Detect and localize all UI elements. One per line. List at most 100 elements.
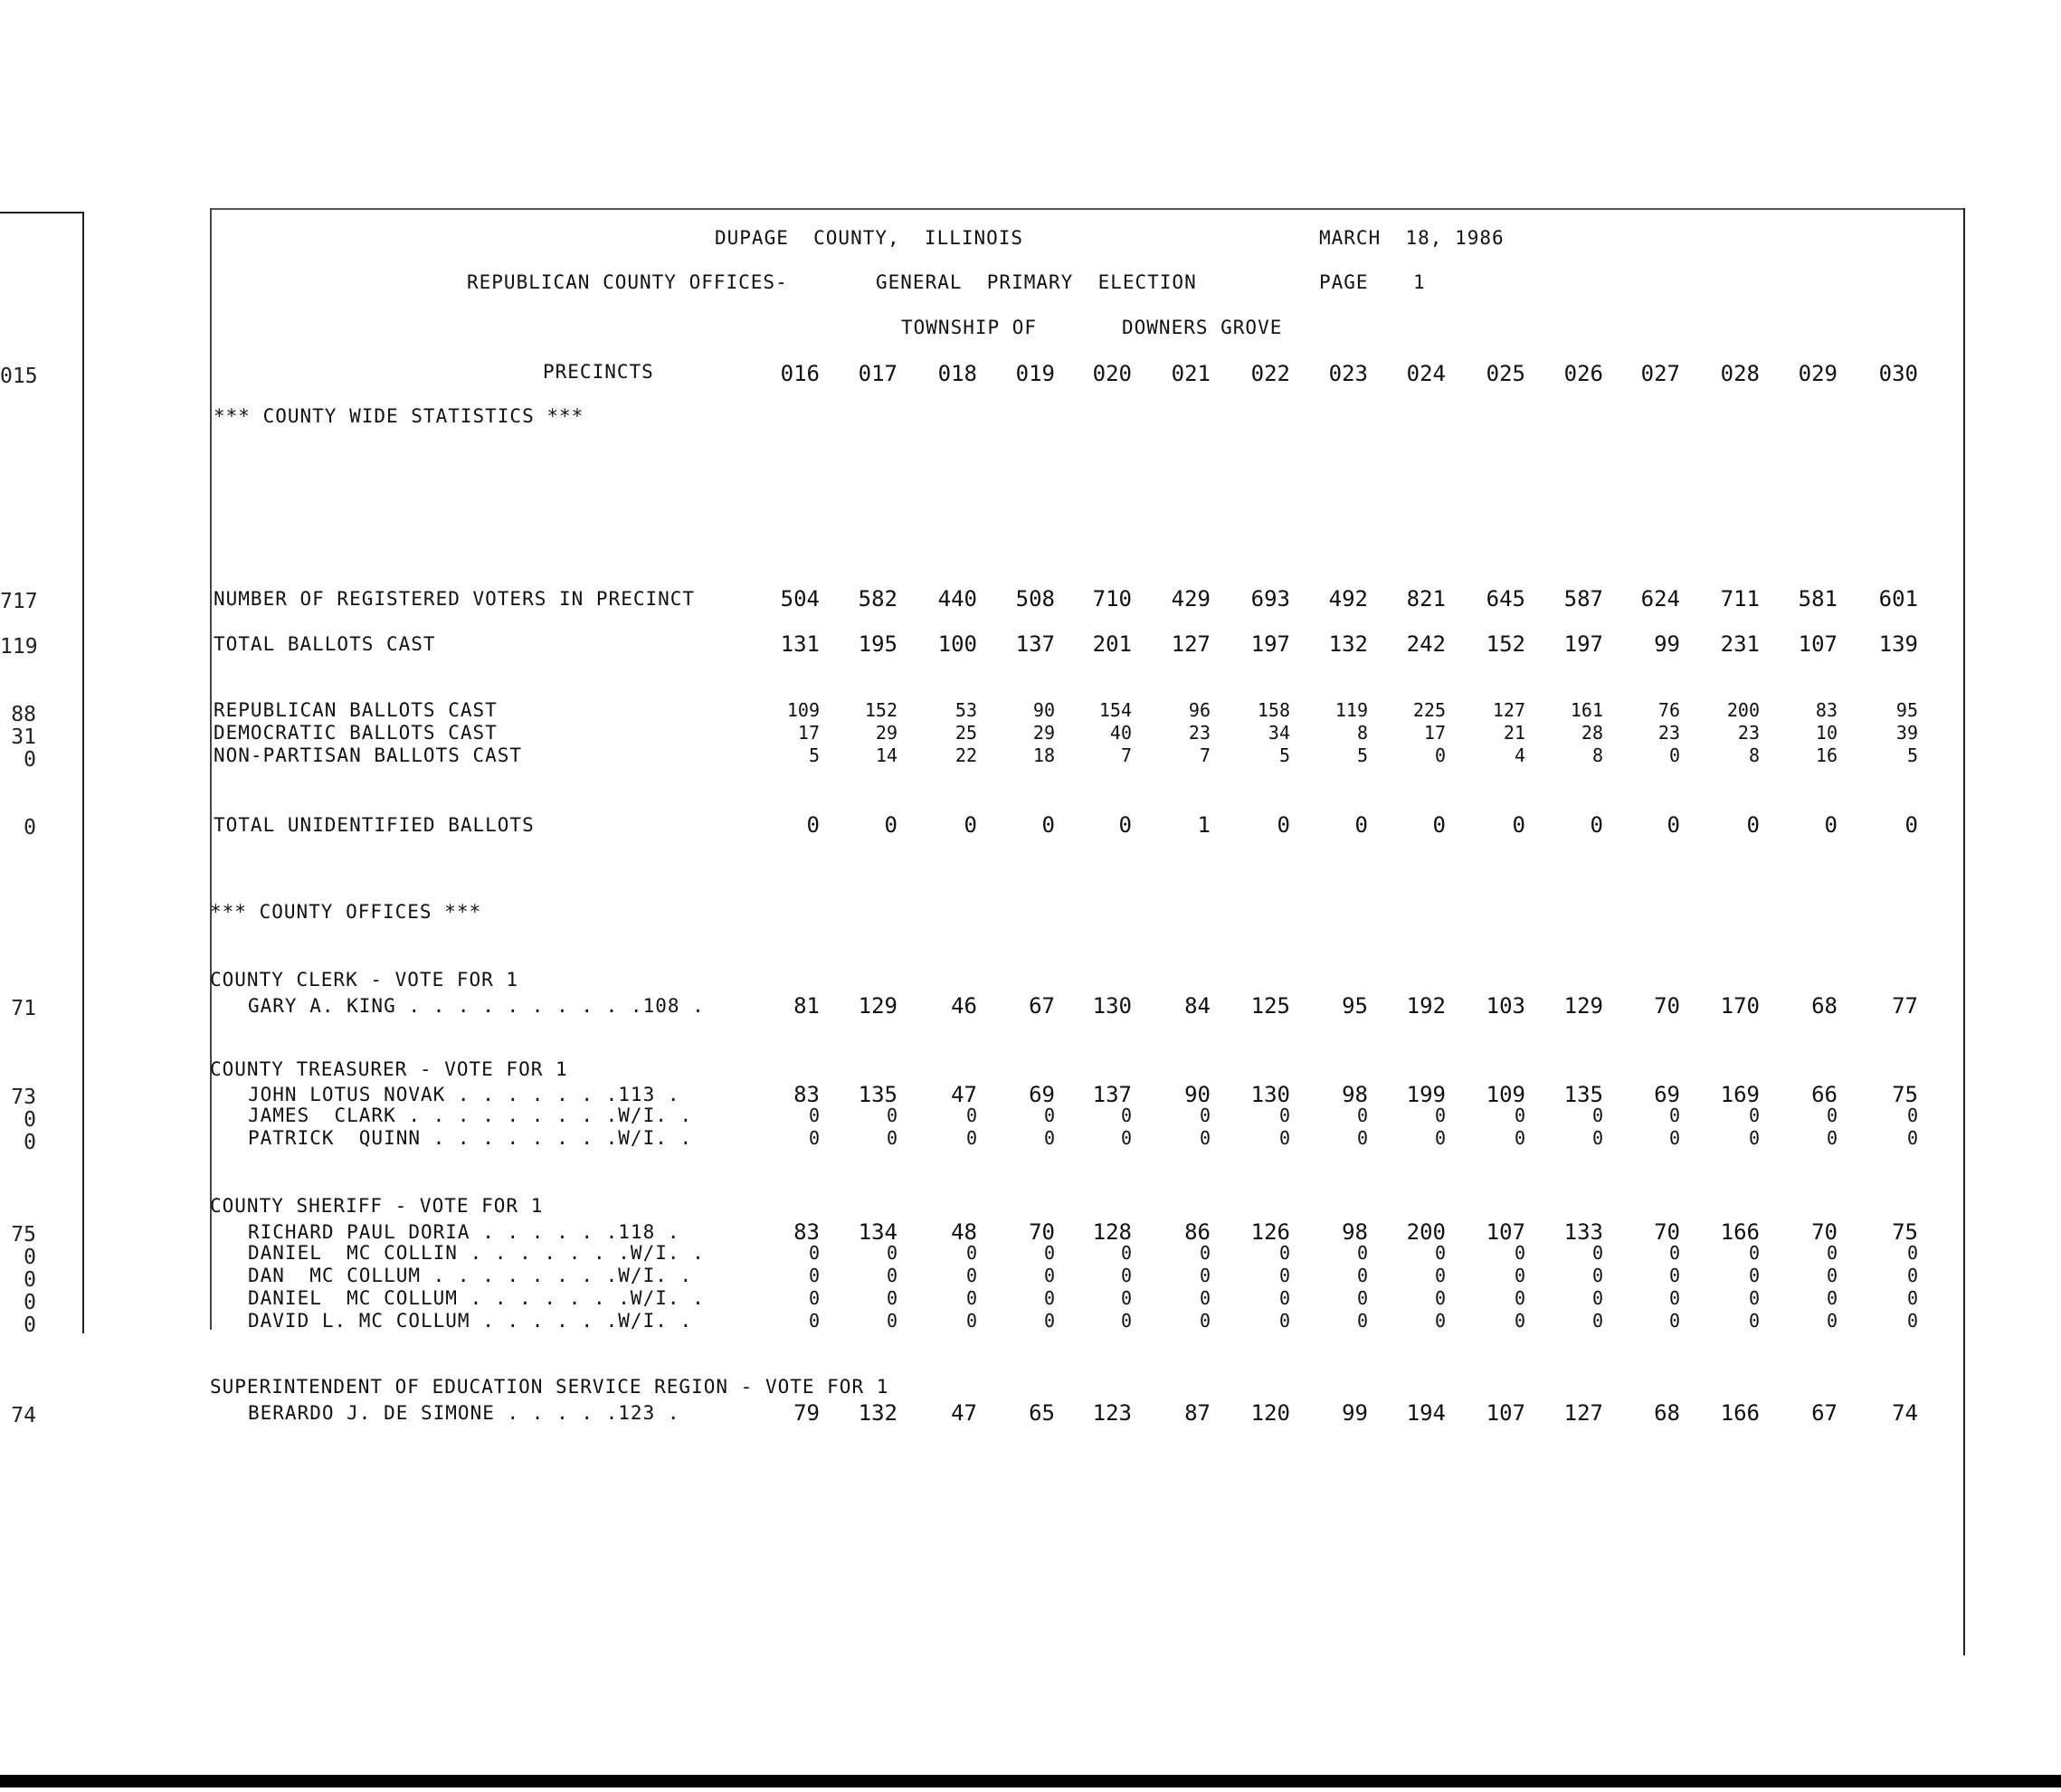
table-cell: 161: [1570, 699, 1603, 721]
table-cell: 0: [808, 1310, 820, 1332]
table-cell: 25: [955, 722, 977, 744]
table-cell: 0: [886, 1310, 898, 1332]
table-cell: 0: [1514, 1310, 1525, 1332]
table-cell: 23: [1657, 722, 1680, 744]
table-cell: 0: [1668, 744, 1680, 766]
table-cell: 84: [1184, 993, 1211, 1019]
previous-page-value: 75: [11, 1223, 36, 1247]
table-cell: 0: [1906, 1265, 1918, 1286]
table-cell: 99: [1342, 1400, 1368, 1426]
table-cell: 0: [1826, 1287, 1838, 1309]
table-cell: 0: [1043, 1127, 1055, 1149]
table-cell: 17: [797, 722, 820, 744]
table-cell: 242: [1406, 631, 1446, 657]
previous-page-value: 0: [24, 1131, 36, 1154]
table-cell: 0: [1906, 1287, 1918, 1309]
row-label: DEMOCRATIC BALLOTS CAST: [214, 722, 498, 744]
table-cell: 711: [1720, 586, 1760, 612]
table-cell: 0: [1120, 1310, 1132, 1332]
table-cell: 0: [1668, 1242, 1680, 1264]
table-cell: 0: [886, 1242, 898, 1264]
table-cell: 133: [1563, 1219, 1603, 1245]
row-label: GARY A. KING . . . . . . . . . .108 .: [248, 995, 705, 1017]
table-cell: 103: [1486, 993, 1525, 1019]
table-cell: 100: [937, 631, 977, 657]
table-cell: 0: [1278, 1265, 1290, 1286]
table-cell: 0: [808, 1105, 820, 1126]
table-cell: 0: [1826, 1265, 1838, 1286]
table-cell: 69: [1029, 1082, 1055, 1107]
table-cell: 29: [1032, 722, 1055, 744]
table-cell: 107: [1486, 1219, 1525, 1245]
table-cell: 65: [1029, 1400, 1055, 1426]
table-cell: 5: [1356, 744, 1368, 766]
table-cell: 0: [1434, 744, 1446, 766]
table-cell: 99: [1654, 631, 1680, 657]
table-cell: 0: [1668, 1105, 1680, 1126]
table-cell: 18: [1032, 744, 1055, 766]
precinct-header-cell: 017: [858, 361, 898, 386]
table-cell: 710: [1092, 586, 1132, 612]
table-cell: 225: [1412, 699, 1446, 721]
table-cell: 28: [1581, 722, 1603, 744]
row-label: NUMBER OF REGISTERED VOTERS IN PRECINCT: [214, 588, 696, 610]
table-cell: 0: [1278, 1242, 1290, 1264]
table-cell: 166: [1720, 1219, 1760, 1245]
table-cell: 0: [886, 1105, 898, 1126]
table-cell: 5: [1906, 744, 1918, 766]
row-label: DAVID L. MC COLLUM . . . . . .W/I. .: [248, 1310, 693, 1332]
table-cell: 40: [1109, 722, 1132, 744]
previous-page-value: 717: [0, 590, 38, 613]
table-cell: 22: [955, 744, 977, 766]
table-cell: 170: [1720, 993, 1760, 1019]
table-cell: 0: [808, 1265, 820, 1286]
precinct-header-cell: 018: [937, 361, 977, 386]
table-cell: 0: [965, 1105, 977, 1126]
table-cell: 70: [1654, 993, 1680, 1019]
table-cell: 0: [1591, 1287, 1603, 1309]
table-cell: 195: [858, 631, 898, 657]
table-cell: 0: [1826, 1242, 1838, 1264]
table-cell: 81: [793, 993, 820, 1019]
table-cell: 53: [955, 699, 977, 721]
table-cell: 0: [1514, 1287, 1525, 1309]
table-cell: 137: [1092, 1082, 1132, 1107]
table-cell: 0: [1591, 1242, 1603, 1264]
county-offices-section-title: *** COUNTY OFFICES ***: [210, 901, 482, 923]
table-cell: 23: [1737, 722, 1760, 744]
table-cell: 68: [1654, 1400, 1680, 1426]
table-cell: 154: [1098, 699, 1132, 721]
table-cell: 0: [1906, 1105, 1918, 1126]
table-cell: 0: [1906, 1310, 1918, 1332]
previous-page-value: 73: [11, 1086, 36, 1109]
row-label: JAMES CLARK . . . . . . . . .W/I. .: [248, 1105, 693, 1126]
table-cell: 152: [1486, 631, 1525, 657]
table-cell: 128: [1092, 1219, 1132, 1245]
table-cell: 0: [1826, 1310, 1838, 1332]
table-cell: 47: [951, 1400, 977, 1426]
precincts-label: PRECINCTS: [543, 361, 654, 383]
table-cell: 429: [1171, 586, 1211, 612]
table-cell: 127: [1492, 699, 1525, 721]
table-cell: 0: [1826, 1127, 1838, 1149]
table-cell: 16: [1815, 744, 1838, 766]
table-cell: 8: [1356, 722, 1368, 744]
precinct-header-cell: 023: [1328, 361, 1368, 386]
table-cell: 0: [1356, 1265, 1368, 1286]
row-label: BERARDO J. DE SIMONE . . . . .123 .: [248, 1402, 680, 1424]
table-cell: 587: [1563, 586, 1603, 612]
table-cell: 0: [806, 812, 820, 838]
table-cell: 0: [1041, 812, 1055, 838]
table-cell: 86: [1184, 1219, 1211, 1245]
previous-page-value: 0: [24, 748, 36, 772]
previous-page-value: 31: [11, 725, 36, 749]
bottom-bar: [0, 1775, 2061, 1787]
table-cell: 14: [875, 744, 898, 766]
table-cell: 0: [1120, 1242, 1132, 1264]
table-cell: 0: [1590, 812, 1603, 838]
table-cell: 90: [1032, 699, 1055, 721]
table-cell: 0: [1356, 1287, 1368, 1309]
table-cell: 135: [858, 1082, 898, 1107]
table-cell: 5: [1278, 744, 1290, 766]
table-cell: 624: [1640, 586, 1680, 612]
